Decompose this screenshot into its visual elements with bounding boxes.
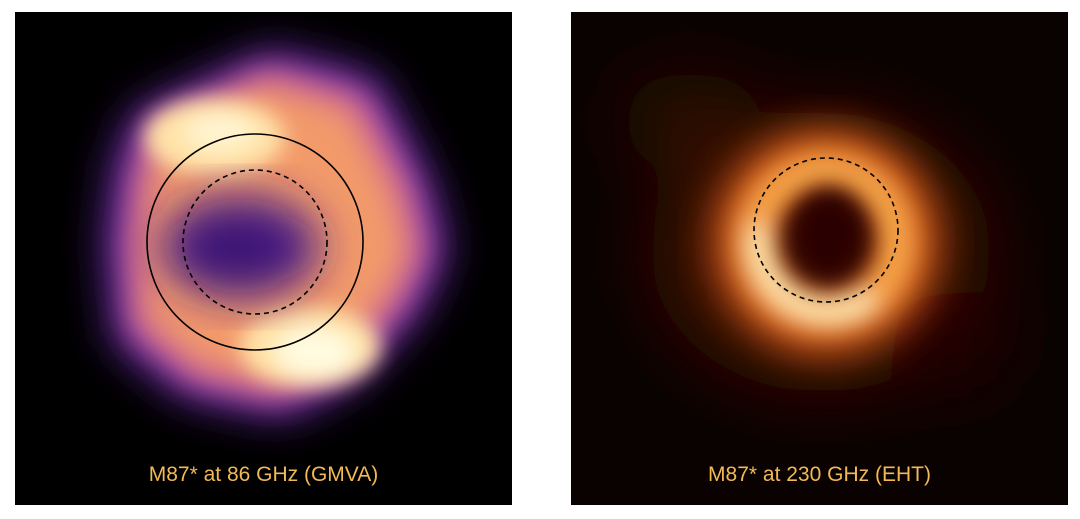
eht-ring-bright xyxy=(737,153,915,331)
gmva-central-depression xyxy=(160,195,320,299)
gmva-solid-ring-circle xyxy=(146,133,364,351)
image-panel-gmva: M87* at 86 GHz (GMVA) xyxy=(15,12,512,505)
eht-shadow xyxy=(791,188,867,280)
gmva-dashed-ring-circle xyxy=(182,169,328,315)
eht-caption: M87* at 230 GHz (EHT) xyxy=(708,463,931,486)
gmva-bright-lobes xyxy=(145,99,380,387)
gmva-image xyxy=(105,50,447,417)
eht-image xyxy=(621,72,1011,392)
image-panel-eht: M87* at 230 GHz (EHT) xyxy=(571,12,1068,505)
eht-dashed-ring-circle xyxy=(753,157,899,303)
gmva-caption: M87* at 86 GHz (GMVA) xyxy=(148,463,379,486)
